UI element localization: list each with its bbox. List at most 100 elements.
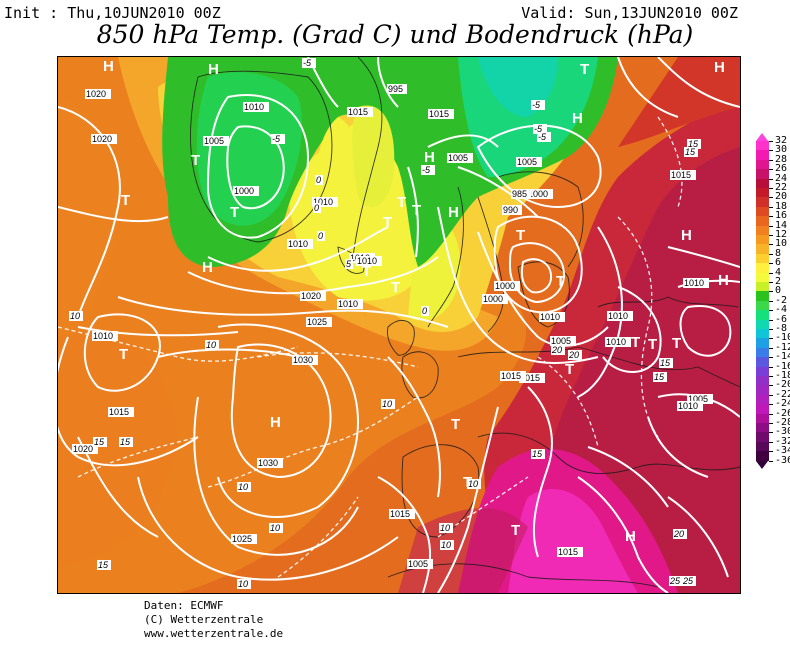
legend-level-label: 8 <box>775 247 782 259</box>
isobar-label-bg <box>257 458 283 468</box>
legend-level-label: -16 <box>775 360 790 372</box>
legend-level-label: -30 <box>775 426 790 438</box>
low-pressure-marker: T <box>648 336 657 353</box>
legend-level-label: -28 <box>775 417 790 428</box>
legend-level-label: -14 <box>775 351 790 363</box>
isobar-label: 990 <box>503 205 518 215</box>
isotherm-label: 25 <box>682 576 694 586</box>
isobar-label-bg <box>306 317 332 327</box>
isobar-label-bg <box>519 373 545 383</box>
isobar-label: 1015 <box>558 547 578 557</box>
valid-time: Valid: Sun,13JUN2010 00Z <box>521 4 738 22</box>
legend-tick <box>769 244 773 246</box>
legend-tick <box>769 225 773 227</box>
isotherm-label: -5 <box>422 165 431 175</box>
isobar-label: 1020 <box>73 444 93 454</box>
isobar-label: 1010 <box>606 337 626 347</box>
legend-color-band <box>756 282 769 292</box>
low-pressure-marker: T <box>556 273 565 290</box>
isobar-label: 1005 <box>517 157 537 167</box>
high-pressure-marker: H <box>270 414 281 431</box>
isotherm-label-bg <box>467 479 481 489</box>
isotherm-label-bg <box>531 100 545 110</box>
legend-tick <box>769 291 773 293</box>
legend-color-band <box>756 235 769 245</box>
legend-tick <box>769 394 773 396</box>
isotherm-label: 10 <box>382 399 392 409</box>
isobar-label-bg <box>527 189 553 199</box>
low-pressure-marker: T <box>463 474 472 491</box>
isotherm-label: 5 <box>346 259 352 269</box>
isotherm-label: 10 <box>270 523 280 533</box>
legend-color-band <box>756 413 769 424</box>
low-pressure-marker: T <box>397 194 406 211</box>
isobar-label: 995 <box>388 84 403 94</box>
legend-level-label: 0 <box>775 285 782 297</box>
isobar-label: 1010 <box>93 331 113 341</box>
isobar-label-bg <box>428 109 454 119</box>
isobar-label: 1015 <box>348 107 368 117</box>
isotherm-label-bg <box>93 437 107 447</box>
isobar-label-bg <box>605 337 631 347</box>
legend-tick <box>769 347 773 349</box>
low-pressure-marker: T <box>580 61 589 78</box>
isobar-label-bg <box>607 311 633 321</box>
isotherm-label-bg <box>205 340 219 350</box>
isotherm-label: -5 <box>534 124 543 134</box>
isobar-label: 1020 <box>301 291 321 301</box>
low-pressure-marker: T <box>391 279 400 296</box>
legend-color-band <box>756 150 769 161</box>
credits: Daten: ECMWF (C) Wetterzentrale www.wett… <box>144 599 283 641</box>
isobar-label-bg <box>494 281 520 291</box>
legend-level-label: 4 <box>775 266 782 278</box>
legend-tick <box>769 366 773 368</box>
legend-level-label: -32 <box>775 435 790 447</box>
low-pressure-marker: T <box>565 361 574 378</box>
isotherm-label-bg <box>119 437 133 447</box>
legend-level-label: -20 <box>775 379 790 391</box>
weather-map[interactable]: 1020 1020 1010 1005 1010 1010 1015 995 1005 1000 1… <box>57 56 741 594</box>
isobar-label-bg <box>243 102 269 112</box>
low-pressure-marker: T <box>191 152 200 169</box>
legend-tick <box>769 282 773 283</box>
isotherm-label-bg <box>653 372 667 382</box>
credit-copyright: (C) Wetterzentrale <box>144 613 264 626</box>
isobar-label: 1025 <box>307 317 327 327</box>
high-pressure-marker: H <box>681 227 692 244</box>
legend-tick <box>769 272 773 274</box>
legend-tick <box>769 253 773 255</box>
legend-level-label: 12 <box>775 229 788 240</box>
isobar-label: 1025 <box>232 534 252 544</box>
isobar-label-bg <box>108 407 134 417</box>
legend-tick <box>769 404 773 406</box>
isobar-label-bg <box>91 134 117 144</box>
isobar-label: 1015 <box>501 371 521 381</box>
legend-level-label: -36 <box>775 454 790 466</box>
legend-level-label: -10 <box>775 332 790 344</box>
isotherm-label-bg <box>269 523 283 533</box>
isobar-label-bg <box>300 291 326 301</box>
isotherm-label: 15 <box>120 437 131 447</box>
legend-color-band <box>756 432 769 443</box>
isobar-label: 1000 <box>495 281 515 291</box>
isotherm-label-bg <box>659 358 673 368</box>
legend-tick <box>769 300 773 302</box>
legend-level-label: 32 <box>775 135 788 146</box>
legend-level-label: 2 <box>775 276 782 287</box>
isobar-label-bg <box>92 331 118 341</box>
map-title: 850 hPa Temp. (Grad C) und Bodendruck (h… <box>96 20 694 49</box>
isobar-label: 1005 <box>204 136 224 146</box>
legend-level-label: 16 <box>775 210 788 222</box>
isotherm-label: 10 <box>238 579 248 589</box>
isobar-label-bg <box>550 336 576 346</box>
isobar-label: 1000 <box>483 294 503 304</box>
legend-level-label: -24 <box>775 398 790 410</box>
isobar-label: 1020 <box>86 89 106 99</box>
high-pressure-marker: H <box>424 149 435 166</box>
isobar-label-bg <box>233 186 259 196</box>
high-pressure-marker: H <box>103 58 114 75</box>
legend-tick <box>769 432 773 434</box>
isotherm-label: -5 <box>272 134 281 144</box>
legend-tick <box>769 319 773 321</box>
legend-tick <box>769 460 773 462</box>
